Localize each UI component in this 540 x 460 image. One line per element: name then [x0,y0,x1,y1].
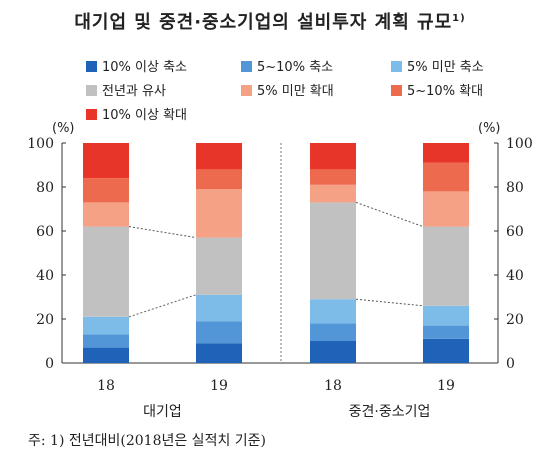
bar-segment [310,143,356,170]
bar-segment [423,305,469,326]
y-tick-label-right: 20 [506,312,524,328]
bar-segment [83,347,129,363]
x-tick-label: 19 [210,378,228,394]
legend-label: 5% 미만 축소 [407,60,484,75]
chart-title: 대기업 및 중견·중소기업의 설비투자 계획 규모1) [74,12,466,33]
legend-label: 전년과 유사 [102,84,166,99]
connector-line [128,294,197,318]
x-tick-label: 19 [437,378,455,394]
bar-segment [196,143,242,170]
bar-segment [310,341,356,363]
y-unit-right: (%) [478,121,501,136]
legend-label: 5~10% 축소 [257,60,334,75]
legend-item: 10% 이상 축소 [86,56,187,75]
bar-segment [83,202,129,227]
bar-segment [423,162,469,192]
bar-segment [196,321,242,344]
legend-swatch [86,85,97,96]
y-tick-label-left: 60 [36,224,54,240]
y-tick-label-left: 100 [27,136,54,152]
connector-line [355,201,424,228]
legend-swatch [241,61,252,72]
bar-segment [196,294,242,322]
bar-segment [310,299,356,324]
legend-label: 5~10% 확대 [407,84,484,99]
y-tick-label-right: 60 [506,224,524,240]
legend-swatch [86,109,97,120]
bar-segment [83,226,129,317]
bar-segment [83,334,129,348]
bar-segment [310,202,356,300]
bar-segment [196,189,242,238]
group-label: 대기업 [143,404,182,420]
bar-segment [83,143,129,179]
y-tick-label-right: 40 [506,268,524,284]
y-tick-label-right: 80 [506,180,524,196]
footnote: 주: 1) 전년대비(2018년은 실적치 기준) [28,433,266,449]
bar-segment [423,325,469,339]
legend-swatch [86,61,97,72]
bar-segment [196,237,242,295]
y-tick-label-right: 0 [506,356,515,372]
bar-segment [196,343,242,363]
legend-item: 10% 이상 확대 [86,104,187,123]
bar-segment [310,323,356,341]
bar-segment [423,338,469,363]
legend-item: 5~10% 축소 [241,56,333,75]
bar-segment [310,169,356,185]
connector-line [355,298,424,307]
legend-item: 5% 미만 축소 [391,56,484,75]
legend-label: 10% 이상 축소 [102,60,187,75]
legend-swatch [391,85,402,96]
bar-segment [423,143,469,163]
legend-label: 10% 이상 확대 [102,108,187,123]
legend-label: 5% 미만 확대 [257,84,334,99]
y-tick-label-left: 20 [36,312,54,328]
bar-segment [196,169,242,190]
legend-item: 5~10% 확대 [391,80,483,99]
x-tick-label: 18 [324,378,342,394]
legend-item: 전년과 유사 [86,80,166,99]
y-unit-left: (%) [52,121,75,136]
x-tick-label: 18 [97,378,115,394]
bar-segment [83,316,129,335]
group-label: 중견·중소기업 [349,404,431,420]
bar-segment [423,226,469,306]
y-tick-label-left: 0 [45,356,54,372]
y-tick-label-left: 80 [36,180,54,196]
y-tick-label-left: 40 [36,268,54,284]
bar-segment [310,184,356,203]
legend-item: 5% 미만 확대 [241,80,334,99]
y-tick-label-right: 100 [506,136,533,152]
legend-swatch [391,61,402,72]
bar-segment [83,178,129,203]
connector-line [128,226,197,239]
bar-segment [423,191,469,227]
legend-swatch [241,85,252,96]
